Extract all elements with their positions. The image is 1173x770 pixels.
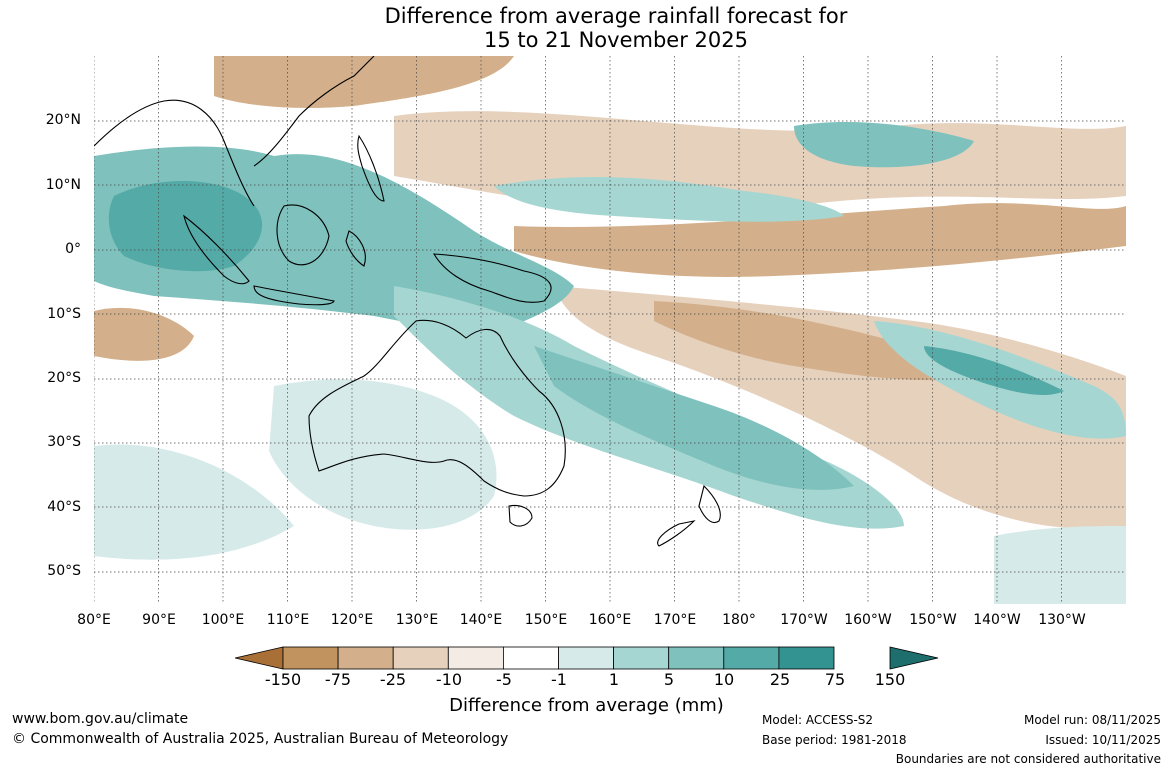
colorbar-extend-high — [889, 646, 939, 670]
sumatra-coastline — [183, 214, 250, 285]
asia-coastline — [94, 56, 375, 207]
colorbar-segments — [282, 646, 835, 670]
model-name: Model: ACCESS-S2 — [762, 713, 874, 727]
title-line-1: Difference from average rainfall forecas… — [384, 4, 848, 28]
lon-label-130w: 130°W — [1038, 612, 1086, 628]
wet-zone-southern-ocean — [94, 444, 294, 560]
colorbar-tick: 25 — [769, 670, 791, 689]
colorbar-segment — [668, 646, 725, 670]
colorbar-tick: -150 — [264, 670, 302, 689]
lat-label-30s: 30°S — [47, 434, 81, 450]
dry-zone-south-indian — [94, 307, 194, 361]
lon-label-160w: 160°W — [844, 612, 892, 628]
wet-core-tasman — [534, 346, 854, 490]
lon-label-160e: 160°E — [588, 612, 632, 628]
colorbar-segment — [502, 646, 559, 670]
rainfall-anomaly-map — [94, 56, 1126, 604]
wet-zone-se-pacific — [994, 526, 1126, 604]
tasmania-coastline — [508, 504, 533, 527]
colorbar-tick: -10 — [435, 670, 463, 689]
lon-label-120e: 120°E — [330, 612, 374, 628]
chart-title: Difference from average rainfall forecas… — [0, 4, 1173, 52]
lon-label-170e: 170°E — [653, 612, 697, 628]
wet-core-north-pacific — [794, 121, 974, 168]
wet-core-maritime — [108, 181, 263, 272]
colorbar-tick: 75 — [824, 670, 846, 689]
colorbar-segment — [447, 646, 504, 670]
lon-label-100e: 100°E — [201, 612, 245, 628]
anomaly-fill-layer — [94, 56, 1126, 604]
colorbar-tick: -75 — [324, 670, 352, 689]
new-zealand-south-coastline — [657, 520, 696, 547]
colorbar-segment — [337, 646, 394, 670]
colorbar-tick: 5 — [663, 670, 675, 689]
borneo-coastline — [276, 204, 330, 266]
lon-label-170w: 170°W — [780, 612, 828, 628]
lon-label-150e: 150°E — [524, 612, 568, 628]
colorbar-segment — [392, 646, 449, 670]
website-link[interactable]: www.bom.gov.au/climate — [12, 711, 189, 727]
colorbar-segment — [558, 646, 614, 670]
lon-label-90e: 90°E — [142, 612, 176, 628]
lat-label-10s: 10°S — [47, 306, 81, 322]
colorbar-tick: -5 — [496, 670, 512, 689]
colorbar-tick: 10 — [713, 670, 735, 689]
lat-label-50s: 50°S — [47, 563, 81, 579]
lon-label-140w: 140°W — [973, 612, 1021, 628]
australia-coastline — [308, 319, 566, 497]
lat-label-20n: 20°N — [45, 112, 81, 128]
colorbar-label: Difference from average (mm) — [449, 695, 724, 716]
wet-band-north-pacific — [494, 176, 844, 222]
lat-label-40s: 40°S — [47, 499, 81, 515]
colorbar-segment — [613, 646, 670, 670]
colorbar-tick: 150 — [874, 670, 906, 689]
model-run-date: Model run: 08/11/2025 — [1023, 713, 1161, 727]
issued-date: Issued: 10/11/2025 — [1045, 733, 1161, 747]
copyright-text: © Commonwealth of Australia 2025, Austra… — [12, 731, 509, 747]
colorbar-segment — [723, 646, 780, 670]
lon-label-80e: 80°E — [77, 612, 111, 628]
new-zealand-north-coastline — [698, 484, 721, 524]
boundaries-disclaimer: Boundaries are not considered authoritat… — [895, 752, 1161, 766]
sulawesi-coastline — [345, 230, 366, 267]
colorbar-tick: 1 — [608, 670, 620, 689]
colorbar-tick: -25 — [379, 670, 407, 689]
colorbar-tick: -1 — [551, 670, 567, 689]
wet-core-south-pacific — [924, 346, 1064, 396]
dry-zone-mid-spcz — [654, 301, 974, 381]
lon-label-150w: 150°W — [909, 612, 957, 628]
title-line-2: 15 to 21 November 2025 — [484, 28, 748, 52]
lat-label-10n: 10°N — [45, 177, 81, 193]
lat-label-0: 0° — [65, 241, 81, 257]
lon-label-130e: 130°E — [395, 612, 439, 628]
colorbar — [235, 646, 939, 670]
dry-zone-nw — [214, 56, 514, 108]
lon-label-110e: 110°E — [266, 612, 310, 628]
colorbar-segment — [778, 646, 835, 670]
colorbar-extend-low — [235, 646, 284, 670]
graticule — [94, 56, 1126, 604]
philippines-coastline — [357, 134, 385, 202]
base-period: Base period: 1981-2018 — [762, 733, 907, 747]
java-coastline — [253, 285, 335, 306]
coastlines — [94, 56, 721, 547]
colorbar-segment — [282, 646, 339, 670]
new-guinea-coastline — [432, 253, 552, 303]
lat-label-20s: 20°S — [47, 370, 81, 386]
lon-label-180: 180° — [722, 612, 756, 628]
lon-label-140e: 140°E — [459, 612, 503, 628]
dry-band-central-pacific — [514, 203, 1126, 277]
